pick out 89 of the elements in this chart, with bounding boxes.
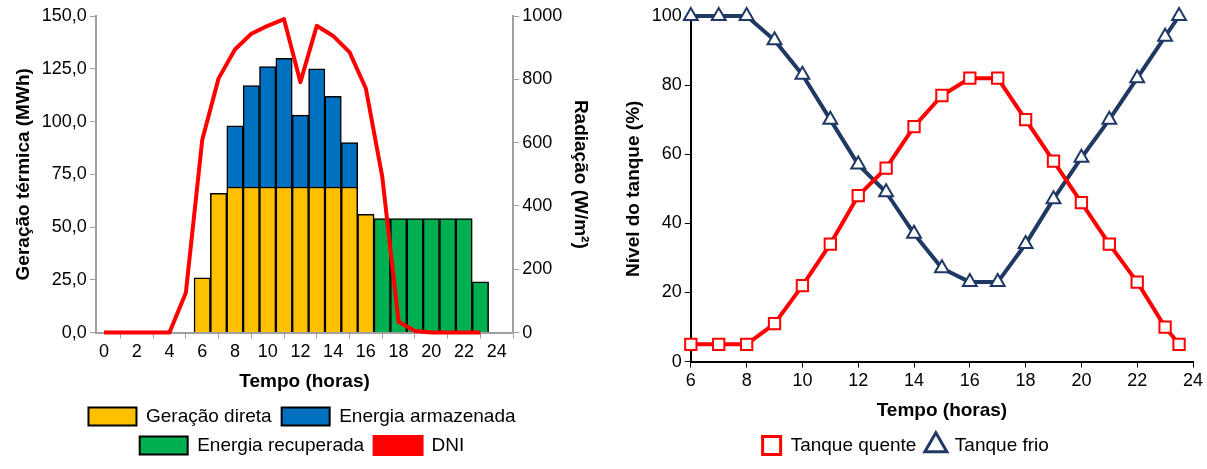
legend-label: DNI xyxy=(431,433,465,455)
x-tick-label: 14 xyxy=(904,370,925,391)
y2-tick-label: 200 xyxy=(522,258,553,279)
y2-tick-label: 1000 xyxy=(522,4,563,25)
x-tick-label: 0 xyxy=(99,341,110,362)
y-tick-label: 100,0 xyxy=(41,110,87,131)
point xyxy=(794,65,811,80)
x-tick-label: 16 xyxy=(355,341,376,362)
legend-label: Tanque frio xyxy=(954,433,1049,455)
y-tick-label: 60 xyxy=(661,143,682,164)
y2-tick-label: 600 xyxy=(522,131,553,152)
y-axis-title: Geração térmica (MWh) xyxy=(11,68,33,281)
point xyxy=(933,259,950,274)
point xyxy=(851,189,865,203)
point xyxy=(989,273,1006,288)
point xyxy=(961,273,978,288)
legend-label: Energia recuperada xyxy=(197,433,365,455)
y-tick-label: 20 xyxy=(661,281,682,302)
x-tick-label: 22 xyxy=(454,341,475,362)
y-axis-title: Nível do tanque (%) xyxy=(621,100,643,277)
y-tick-label: 50,0 xyxy=(51,216,87,237)
point xyxy=(1129,69,1146,84)
y2-axis-title: Radiação (W/m²) xyxy=(571,99,593,249)
x-tick-label: 16 xyxy=(959,370,980,391)
x-tick-label: 8 xyxy=(741,370,752,391)
point xyxy=(712,337,726,351)
point xyxy=(1102,237,1116,251)
y-tick-label: 100 xyxy=(651,4,682,25)
y-tick-label: 40 xyxy=(661,212,682,233)
point xyxy=(1158,320,1172,334)
x-axis-title: Tempo (horas) xyxy=(239,369,370,391)
legend-label: Energia armazenada xyxy=(339,404,516,426)
point xyxy=(795,278,810,293)
point xyxy=(879,161,893,175)
point xyxy=(1073,148,1090,163)
point xyxy=(907,119,921,134)
x-tick-label: 6 xyxy=(197,341,208,362)
x-tick-label: 18 xyxy=(1015,370,1036,391)
point xyxy=(1046,154,1061,168)
y2-tick-label: 0 xyxy=(522,321,533,342)
point xyxy=(1157,27,1174,42)
x-tick-label: 4 xyxy=(164,341,175,362)
point xyxy=(1045,190,1062,205)
point xyxy=(710,7,727,21)
x-tick-label: 22 xyxy=(1127,370,1148,391)
point xyxy=(991,71,1005,85)
point xyxy=(1018,113,1033,127)
x-tick-label: 14 xyxy=(323,341,344,362)
y-tick-label: 80 xyxy=(661,74,682,95)
point xyxy=(823,237,837,251)
x-tick-label: 10 xyxy=(257,341,278,362)
point xyxy=(738,7,755,21)
point xyxy=(1074,195,1089,210)
y-tick-label: 125,0 xyxy=(41,57,87,78)
y-tick-label: 0,0 xyxy=(61,321,87,342)
point xyxy=(767,316,782,331)
y-tick-label: 25,0 xyxy=(51,268,87,289)
x-tick-label: 6 xyxy=(685,370,696,391)
point xyxy=(935,88,949,103)
y-tick-label: 75,0 xyxy=(51,163,87,184)
point xyxy=(822,110,839,125)
x-tick-label: 24 xyxy=(486,341,507,362)
legend-label: Geração direta xyxy=(145,404,273,426)
point xyxy=(906,224,922,239)
point xyxy=(684,337,698,351)
point xyxy=(963,71,977,85)
x-tick-label: 10 xyxy=(792,370,813,391)
point xyxy=(739,337,754,351)
x-tick-label: 24 xyxy=(1182,370,1204,391)
x-tick-label: 18 xyxy=(388,341,409,362)
y2-tick-label: 400 xyxy=(522,194,553,215)
point xyxy=(1172,337,1186,351)
y-tick-label: 150,0 xyxy=(41,4,87,25)
point xyxy=(766,31,783,46)
point xyxy=(1171,7,1187,21)
legend-label: Tanque quente xyxy=(790,433,917,455)
x-tick-label: 12 xyxy=(290,341,311,362)
x-tick-label: 20 xyxy=(1071,370,1092,391)
point xyxy=(1130,275,1144,289)
point xyxy=(850,155,867,170)
point xyxy=(878,183,895,198)
point xyxy=(1101,110,1118,125)
x-tick-label: 20 xyxy=(421,341,442,362)
x-axis-title: Tempo (horas) xyxy=(876,398,1008,420)
point xyxy=(1017,235,1034,250)
x-tick-label: 12 xyxy=(848,370,869,391)
x-tick-label: 8 xyxy=(229,341,240,362)
x-tick-label: 2 xyxy=(131,341,142,362)
y2-tick-label: 800 xyxy=(522,68,553,89)
